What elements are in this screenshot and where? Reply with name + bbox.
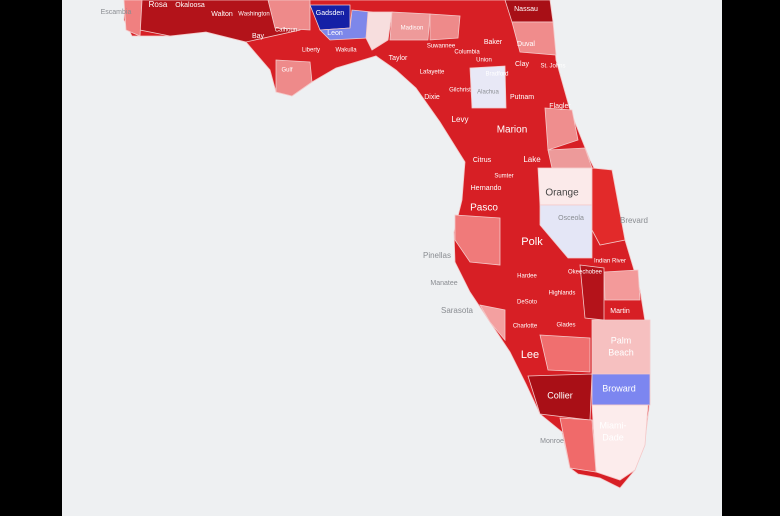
- county-label: Dixie: [424, 94, 440, 101]
- county-label: Martin: [610, 308, 630, 315]
- county-labels: Escambia Rosa Okaloosa Walton Washington Gads…: [101, 0, 648, 445]
- county: [539, 334, 591, 373]
- county: [511, 21, 557, 56]
- county-label: Gadsden: [316, 10, 345, 17]
- county-label: Palm Beach: [608, 336, 634, 358]
- county-label: Levy: [452, 115, 469, 124]
- county: [603, 269, 641, 301]
- county-label: Marion: [497, 125, 528, 136]
- county: [579, 264, 605, 321]
- county-label: Manatee: [430, 280, 457, 287]
- county-label: Highlands: [549, 291, 576, 297]
- county-label: Taylor: [389, 55, 408, 62]
- county: [544, 107, 579, 151]
- county-label: Sumter: [494, 174, 513, 180]
- county: [539, 204, 593, 259]
- county: [267, 0, 311, 31]
- county: [123, 0, 143, 37]
- county-label: Bay: [252, 33, 265, 40]
- county-label: Escambia: [101, 9, 132, 16]
- county-label: Charlotte: [513, 324, 538, 330]
- county-label: Madison: [401, 26, 424, 32]
- county: [559, 417, 597, 473]
- county-label: Wakulla: [335, 48, 357, 54]
- county-label: Union: [476, 58, 492, 64]
- county-label: Duval: [517, 41, 535, 48]
- county-label: Alachua: [477, 90, 499, 96]
- county-label: Monroe: [540, 438, 564, 445]
- county-label: Gulf: [281, 68, 292, 74]
- county-label: Citrus: [473, 157, 492, 164]
- county: [365, 11, 393, 51]
- county-label: Rosa: [149, 0, 168, 9]
- county-label: Nassau: [514, 6, 538, 13]
- county-label: Calhoun: [275, 28, 297, 34]
- county-label: St. Johns: [540, 64, 565, 70]
- county-label: Miami-Dade: [600, 421, 627, 443]
- county-label: Gilchrist: [449, 88, 471, 94]
- county-label: Osceola: [558, 215, 584, 222]
- county: [454, 214, 501, 266]
- county-label: Lee: [521, 349, 539, 361]
- county-label: Bradford: [485, 72, 508, 78]
- county-label: Okeechobee: [568, 270, 603, 276]
- county-label: Pinellas: [423, 251, 451, 260]
- county-label: Lake: [523, 155, 541, 164]
- state-shape: [123, 0, 651, 489]
- county-label: Okaloosa: [175, 2, 205, 9]
- county-label: DeSoto: [517, 300, 538, 306]
- county-label: Hardee: [517, 274, 537, 280]
- county-label: Lafayette: [420, 70, 445, 76]
- county-label: Walton: [211, 11, 233, 18]
- county-label: Indian River: [594, 259, 626, 265]
- county-label: Suwannee: [427, 44, 456, 50]
- county-label: Leon: [327, 30, 343, 37]
- county: [275, 59, 313, 97]
- county-label: Hernando: [471, 185, 502, 192]
- county-label: Orange: [545, 188, 579, 199]
- county-label: Broward: [602, 383, 636, 393]
- county: [389, 11, 431, 41]
- county: [547, 147, 593, 169]
- county-label: Glades: [556, 323, 575, 329]
- county-label: Columbia: [454, 50, 480, 56]
- county-label: Brevard: [620, 216, 648, 225]
- county: [469, 65, 507, 109]
- county-label: Flagler: [549, 103, 571, 110]
- county-label: Collier: [547, 390, 573, 400]
- county: [537, 167, 593, 206]
- county-label: Liberty: [302, 48, 320, 54]
- county: [591, 167, 626, 246]
- county-label: Pasco: [470, 203, 498, 214]
- county-label: Putnam: [510, 94, 534, 101]
- county-label: Polk: [521, 236, 543, 248]
- county-label: Sarasota: [441, 306, 474, 315]
- county-label: Baker: [484, 39, 503, 46]
- county: [479, 304, 506, 342]
- county-label: Washington: [238, 12, 269, 18]
- county: [591, 373, 651, 406]
- county: [429, 13, 461, 41]
- county-label: Clay: [515, 61, 530, 68]
